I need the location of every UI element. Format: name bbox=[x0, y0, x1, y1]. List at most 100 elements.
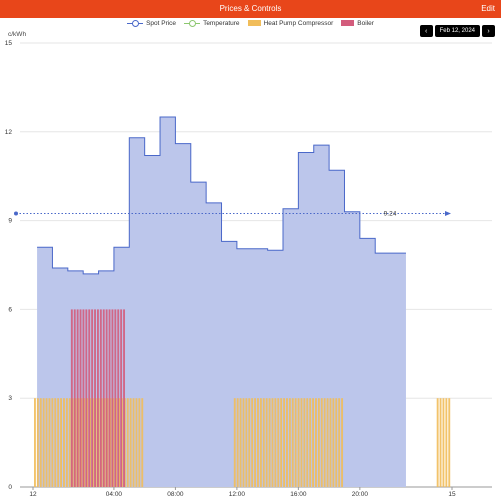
chart-legend: Spot Price Temperature Heat Pump Compres… bbox=[0, 17, 501, 29]
heat-pump-bar bbox=[448, 398, 451, 487]
boiler-bar bbox=[117, 309, 120, 487]
heat-pump-bar bbox=[300, 398, 303, 487]
heat-pump-bar bbox=[297, 398, 300, 487]
legend-label-heat-pump: Heat Pump Compressor bbox=[263, 19, 334, 27]
average-line: 9.24 bbox=[14, 210, 451, 217]
y-tick-label: 9 bbox=[8, 218, 12, 225]
heat-pump-bar bbox=[48, 398, 51, 487]
y-axis-ticks: 0 3 6 9 12 15 bbox=[5, 40, 13, 491]
spot-price-area bbox=[37, 116, 406, 487]
heat-pump-bar bbox=[445, 398, 448, 487]
heat-pump-bar bbox=[42, 398, 45, 487]
date-picker-button[interactable]: Feb 12, 2024 bbox=[434, 25, 480, 37]
legend-label-temperature: Temperature bbox=[203, 19, 240, 27]
x-tick-label: 20:00 bbox=[352, 491, 369, 498]
heat-pump-bar bbox=[312, 398, 315, 487]
heat-pump-bar bbox=[54, 398, 57, 487]
y-tick-label: 12 bbox=[5, 129, 13, 136]
heat-pump-bar bbox=[274, 398, 277, 487]
x-tick-label: 12 bbox=[29, 491, 37, 498]
boiler-bar bbox=[111, 309, 114, 487]
legend-item-boiler[interactable]: Boiler bbox=[341, 17, 374, 29]
boiler-bar bbox=[76, 309, 79, 487]
heat-pump-bar bbox=[239, 398, 242, 487]
boiler-legend-icon bbox=[341, 20, 355, 26]
heat-pump-bar bbox=[126, 398, 129, 487]
heat-pump-bar bbox=[303, 398, 306, 487]
heat-pump-bar bbox=[277, 398, 280, 487]
heat-pump-bar bbox=[335, 398, 338, 487]
y-tick-label: 15 bbox=[5, 40, 13, 47]
heat-pump-bar bbox=[265, 398, 268, 487]
boiler-bar bbox=[70, 309, 73, 487]
legend-item-spot-price[interactable]: Spot Price bbox=[127, 17, 176, 29]
x-tick-label: 15 bbox=[448, 491, 456, 498]
heat-pump-bar bbox=[320, 398, 323, 487]
heat-pump-legend-icon bbox=[247, 20, 261, 26]
control-bars bbox=[34, 309, 451, 487]
heat-pump-bar bbox=[294, 398, 297, 487]
boiler-bar bbox=[99, 309, 102, 487]
heat-pump-bar bbox=[259, 398, 262, 487]
heat-pump-bar bbox=[317, 398, 320, 487]
heat-pump-bar bbox=[288, 398, 291, 487]
heat-pump-bar bbox=[436, 398, 439, 487]
x-tick-label: 16:00 bbox=[290, 491, 307, 498]
y-tick-label: 0 bbox=[8, 484, 12, 491]
heat-pump-bar bbox=[242, 398, 245, 487]
heat-pump-bar bbox=[271, 398, 274, 487]
heat-pump-bar bbox=[323, 398, 326, 487]
y-tick-label: 3 bbox=[8, 395, 12, 402]
heat-pump-bar bbox=[341, 398, 344, 487]
date-navigation: ‹ Feb 12, 2024 › bbox=[419, 25, 495, 37]
average-arrow-icon bbox=[445, 210, 451, 216]
boiler-bar bbox=[94, 309, 96, 487]
heat-pump-bar bbox=[57, 398, 60, 487]
heat-pump-bar bbox=[51, 398, 54, 487]
heat-pump-bar bbox=[254, 398, 257, 487]
x-axis-ticks: 12 04:00 08:00 12:00 16:00 20:00 15 bbox=[29, 487, 456, 498]
boiler-bar bbox=[79, 309, 82, 487]
heat-pump-bar bbox=[286, 398, 288, 487]
edit-button[interactable]: Edit bbox=[481, 4, 495, 13]
spot-price-legend-icon bbox=[127, 19, 144, 27]
legend-item-heat-pump[interactable]: Heat Pump Compressor bbox=[247, 17, 334, 29]
heat-pump-bar bbox=[138, 398, 141, 487]
legend-item-temperature[interactable]: Temperature bbox=[184, 17, 240, 29]
app-header: Prices & Controls Edit bbox=[0, 0, 501, 18]
boiler-bar bbox=[105, 309, 108, 487]
heat-pump-bar bbox=[233, 398, 236, 487]
heat-pump-bar bbox=[63, 398, 65, 487]
legend-label-spot-price: Spot Price bbox=[146, 19, 177, 27]
heat-pump-bar bbox=[36, 398, 39, 487]
legend-label-boiler: Boiler bbox=[357, 19, 374, 27]
heat-pump-bar bbox=[283, 398, 286, 487]
boiler-bar bbox=[114, 309, 117, 487]
spot-price-line bbox=[37, 116, 406, 275]
boiler-bar bbox=[102, 309, 105, 487]
heat-pump-bar bbox=[338, 398, 341, 487]
boiler-bar bbox=[120, 309, 123, 487]
heat-pump-bar bbox=[309, 398, 312, 487]
heat-pump-bar bbox=[132, 398, 135, 487]
heat-pump-bar bbox=[329, 398, 332, 487]
heat-pump-bar bbox=[60, 398, 62, 487]
heat-pump-bar bbox=[315, 398, 317, 487]
boiler-bar bbox=[96, 309, 99, 487]
page-title: Prices & Controls bbox=[219, 4, 282, 13]
heat-pump-bar bbox=[280, 398, 283, 487]
average-value-label: 9.24 bbox=[384, 210, 397, 217]
boiler-bar bbox=[108, 309, 111, 487]
heat-pump-bar bbox=[248, 398, 251, 487]
chevron-left-icon[interactable]: ‹ bbox=[419, 25, 433, 37]
chevron-right-icon[interactable]: › bbox=[482, 25, 495, 37]
boiler-bar bbox=[73, 309, 76, 487]
x-tick-label: 08:00 bbox=[167, 491, 184, 498]
boiler-bar bbox=[91, 309, 94, 487]
heat-pump-bar bbox=[268, 398, 271, 487]
heat-pump-bar bbox=[306, 398, 309, 487]
heat-pump-bar bbox=[332, 398, 335, 487]
heat-pump-bar bbox=[442, 398, 445, 487]
y-axis-unit-label: c/kWh bbox=[8, 31, 27, 38]
